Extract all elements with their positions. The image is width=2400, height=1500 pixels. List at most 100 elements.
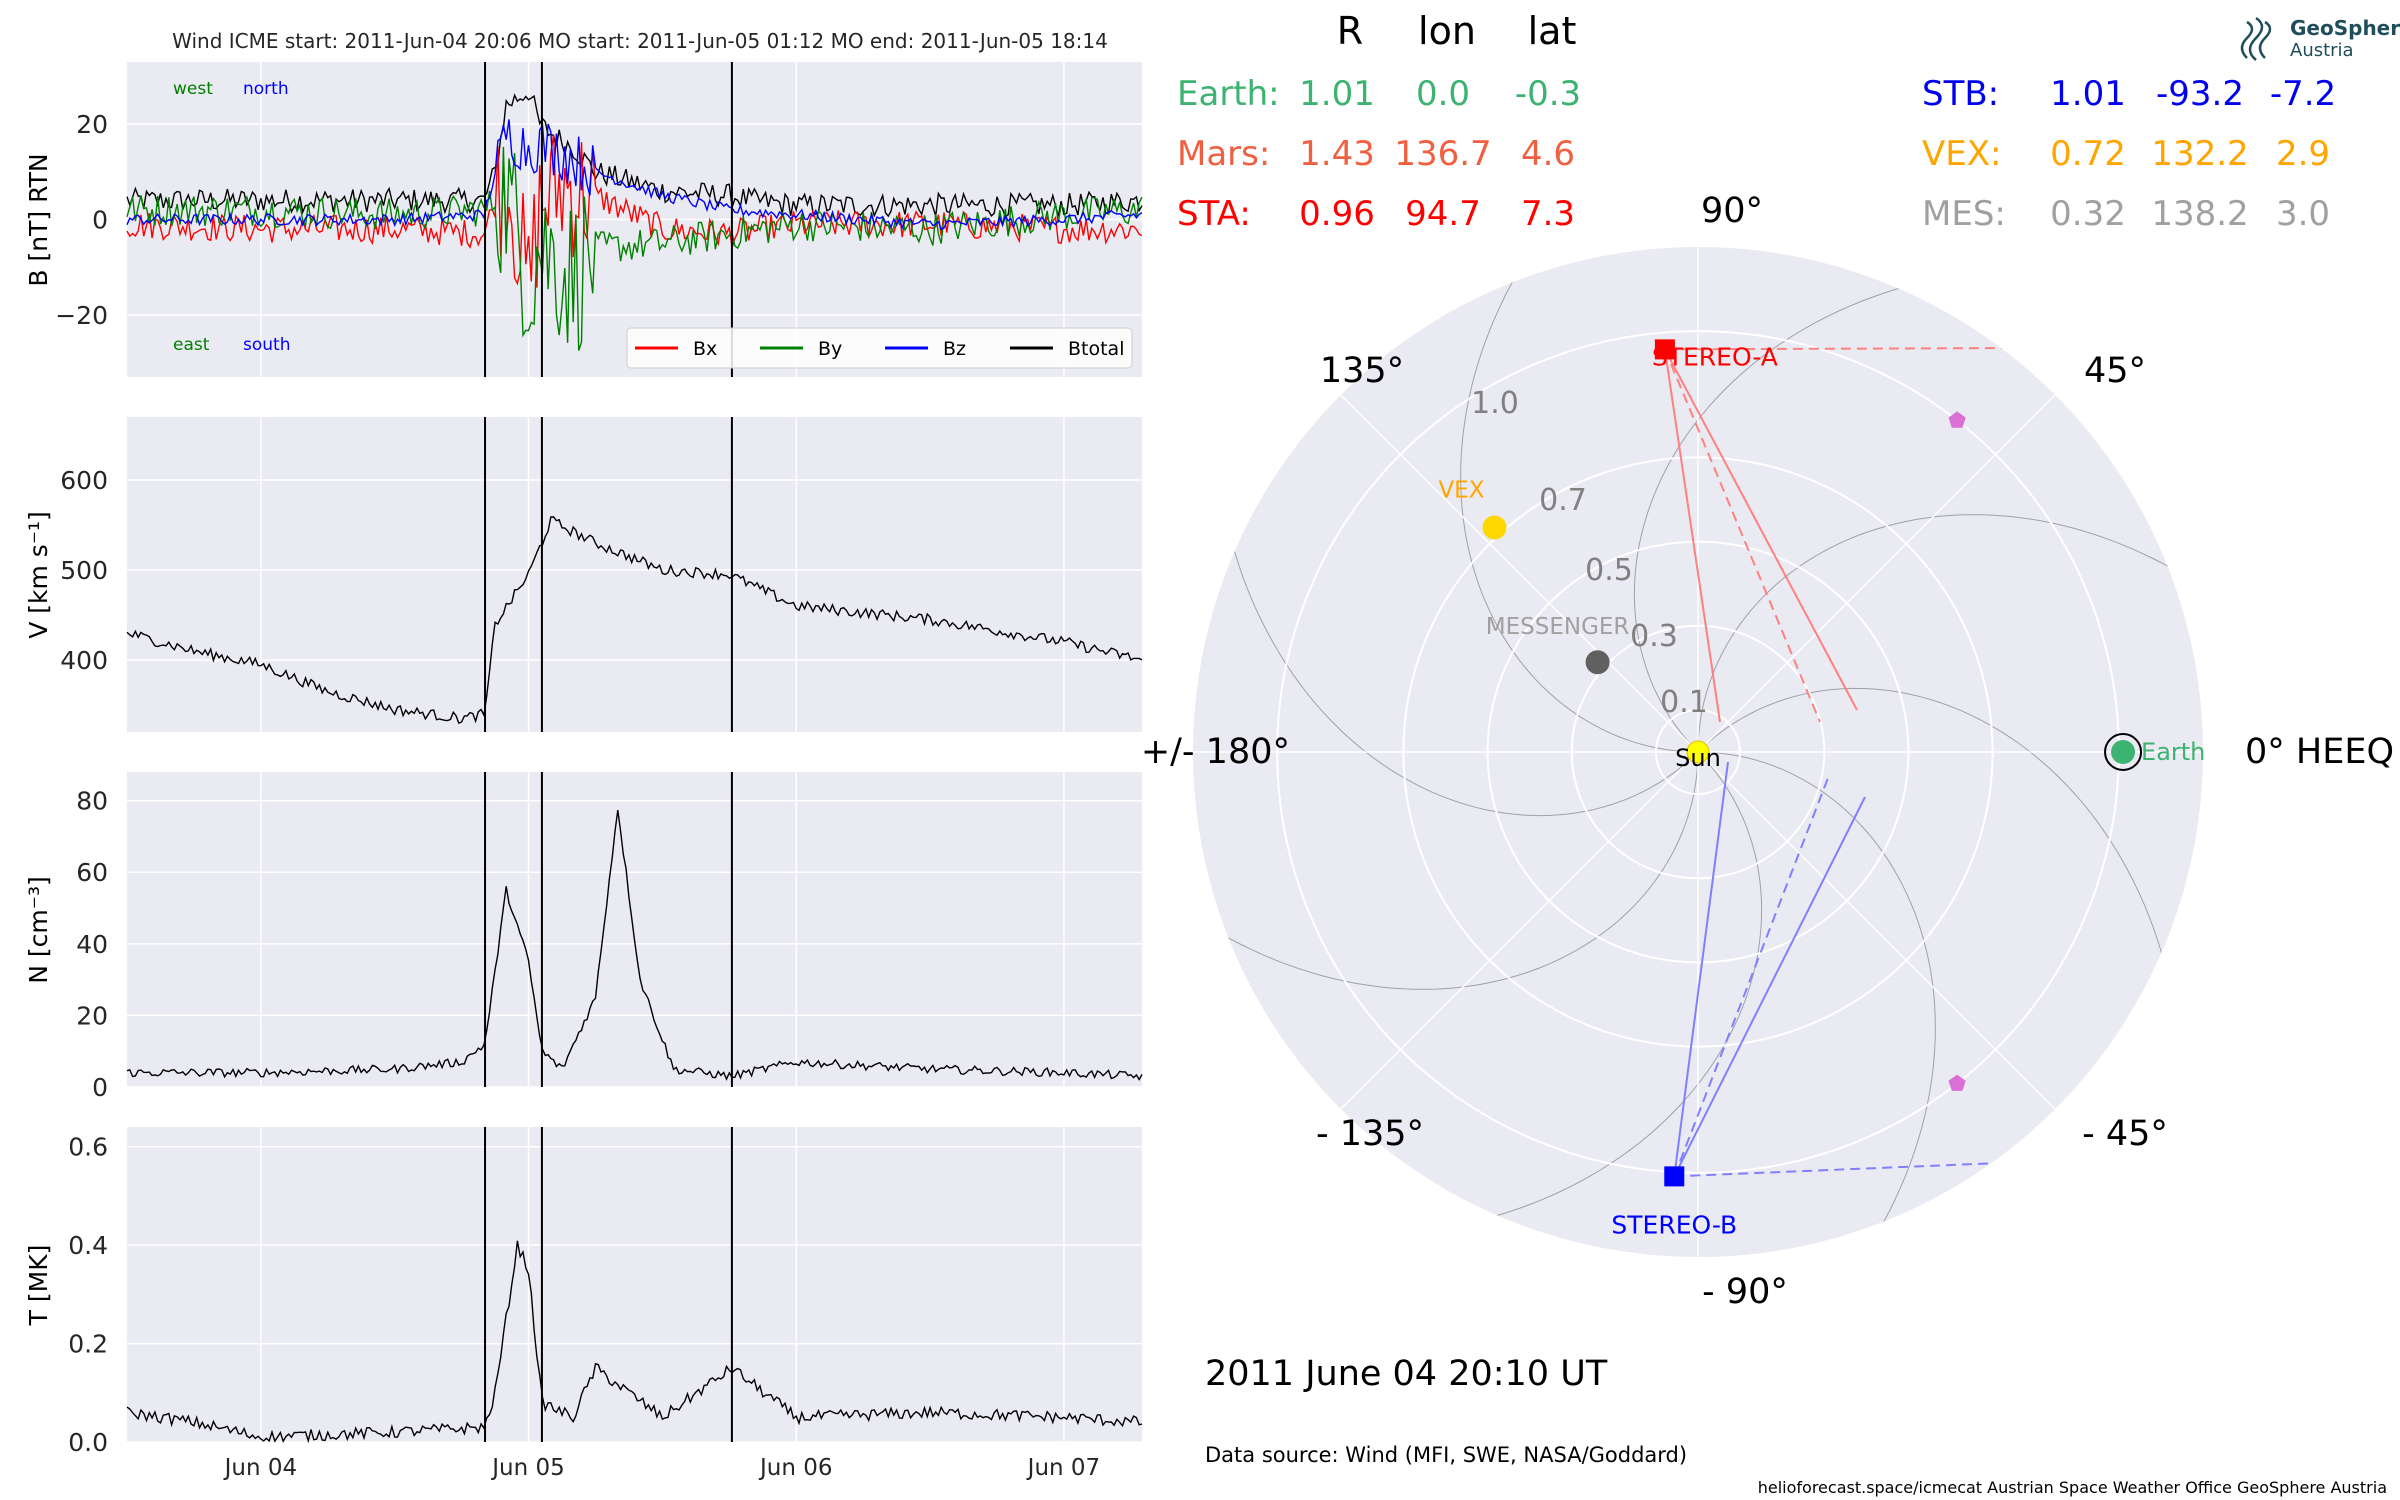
xtick-label: Jun 05: [490, 1455, 565, 1481]
ytick-label: 500: [60, 556, 108, 585]
legend-box: [626, 327, 1133, 369]
series-v-line: [126, 516, 1143, 725]
label-sun: Sun: [1675, 744, 1721, 772]
spiral-line: [1460, 259, 1690, 753]
annotation-west: west: [173, 79, 213, 99]
table-rows: Earth: 1.01 0.0 -0.3 Mars: 1.43 136.7 4.6 STA: 0.…: [1177, 74, 2336, 234]
ytick-label: 0.6: [68, 1133, 108, 1162]
table-lon: 136.7: [1394, 134, 1491, 174]
table-lon: -93.2: [2156, 74, 2244, 114]
ylabel-b: B [nT] RTN: [24, 153, 53, 286]
polar-spoke: [1697, 751, 2056, 1110]
radial-label: 0.5: [1585, 553, 1633, 588]
table-lon: 0.0: [1416, 74, 1470, 114]
panel-curves: [126, 93, 1143, 1444]
ytick-label: 600: [60, 466, 108, 495]
stereob-marker: [1664, 1166, 1685, 1187]
sta-view-line: [1664, 348, 1858, 711]
polar-spoke: [1697, 394, 2056, 753]
annotation-east: east: [173, 335, 210, 355]
angle-label: 90°: [1701, 191, 1763, 231]
figure-title: Wind ICME start: 2011-Jun-04 20:06 MO st…: [172, 29, 1108, 53]
data-source: Data source: Wind (MFI, SWE, NASA/Goddar…: [1205, 1443, 1687, 1467]
panel-t-background: [127, 1127, 1142, 1442]
ytick-label: 20: [76, 110, 108, 139]
radial-label: 0.1: [1660, 685, 1708, 720]
table-header-lon: lon: [1418, 9, 1476, 53]
spiral-line: [1703, 687, 2169, 979]
ylabel-v: V [km s⁻¹]: [24, 511, 53, 639]
table-r: 0.96: [1299, 194, 1375, 234]
angle-label: - 135°: [1316, 1114, 1424, 1154]
earth-ring: [2104, 733, 2143, 771]
ytick-label: −20: [55, 301, 108, 330]
stereoa-marker: [1654, 339, 1675, 360]
table-lat: -0.3: [1515, 74, 1581, 114]
event-lines: [484, 62, 733, 1442]
geosphere-logo: GeoSphere Austria: [2240, 16, 2400, 61]
series-bx-line: [126, 134, 1143, 288]
sta-view-line: [1663, 348, 1821, 723]
spiral-line: [1706, 751, 1936, 1245]
ytick-label: 0.2: [68, 1330, 108, 1359]
radial-label: 0.7: [1539, 483, 1587, 518]
table-lon: 138.2: [2151, 194, 2248, 234]
table-lat: 7.3: [1521, 194, 1575, 234]
credits: helioforecast.space/icmecat Austrian Spa…: [1758, 1478, 2387, 1497]
table-r: 1.01: [2050, 74, 2126, 114]
stb-view-line: [1673, 761, 1729, 1177]
ytick-label: 60: [76, 858, 108, 887]
spiral-line: [1471, 757, 1763, 1223]
panel-v-background: [127, 417, 1142, 732]
positions-table: R lon lat Earth: 1.01 0.0 -0.3 Mars: 1.43 136.…: [1177, 9, 2336, 234]
angle-label: - 90°: [1702, 1272, 1788, 1312]
legend-label-bz: Bz: [943, 338, 966, 360]
label-stereoa: STEREO-A: [1652, 342, 1778, 371]
angle-label: 45°: [2084, 351, 2146, 391]
table-lon: 94.7: [1405, 194, 1481, 234]
ytick-label: 0.0: [68, 1428, 108, 1457]
stb-view-line: [1674, 1162, 2001, 1178]
table-r: 0.32: [2050, 194, 2126, 234]
polar-spoke: [1340, 751, 1699, 1110]
legend-label-btotal: Btotal: [1068, 338, 1124, 360]
annotation-south: south: [243, 335, 290, 355]
spiral-lines: [1205, 259, 2191, 1245]
table-name: STB:: [1922, 74, 1999, 114]
spiral-line: [1633, 281, 1925, 747]
panel-tick-labels: −20 0 20 400 500 600 0 20 40 60 80 0.0 0.2 0.4 0.6 Jun …: [55, 110, 1100, 1481]
xtick-label: Jun 06: [758, 1455, 833, 1481]
polar-position-plot: 0.1 0.3 0.5 0.7 1.0 0° HEEQ 45° 90° 135° +/- 180°…: [1141, 191, 2394, 1312]
ytick-label: 80: [76, 787, 108, 816]
xtick-label: Jun 04: [223, 1455, 298, 1481]
table-header-r: R: [1337, 9, 1363, 53]
earth-marker: [2111, 740, 2136, 764]
table-lat: 2.9: [2276, 134, 2330, 174]
table-name: VEX:: [1922, 134, 2002, 174]
radial-label: 0.3: [1630, 619, 1678, 654]
table-name: Earth:: [1177, 74, 1280, 114]
pentagon-marker: [1948, 1074, 1966, 1091]
b-legend: Bx By Bz Btotal: [626, 327, 1133, 369]
spiral-line: [1205, 760, 1699, 990]
logo-sub: Austria: [2290, 40, 2354, 61]
ylabel-n: N [cm⁻³]: [24, 876, 53, 983]
radial-label: 1.0: [1471, 386, 1519, 421]
ytick-label: 400: [60, 646, 108, 675]
label-stereob: STEREO-B: [1611, 1210, 1737, 1239]
plot-datetime: 2011 June 04 20:10 UT: [1205, 1354, 1608, 1394]
table-header-lat: lat: [1528, 9, 1577, 53]
series-by-line: [126, 146, 1143, 351]
table-lat: -7.2: [2270, 74, 2336, 114]
ylabel-t: T [MK]: [24, 1245, 53, 1327]
table-name: STA:: [1177, 194, 1251, 234]
panel-gridlines: [127, 62, 1142, 1443]
spacecraft-view-lines: [1663, 347, 2021, 1178]
table-r: 1.01: [1299, 74, 1375, 114]
logo-icon: [2240, 16, 2272, 61]
label-vex: VEX: [1438, 478, 1484, 504]
vex-marker: [1482, 515, 1507, 540]
ytick-label: 0: [92, 1073, 108, 1102]
xtick-label: Jun 07: [1026, 1455, 1101, 1481]
